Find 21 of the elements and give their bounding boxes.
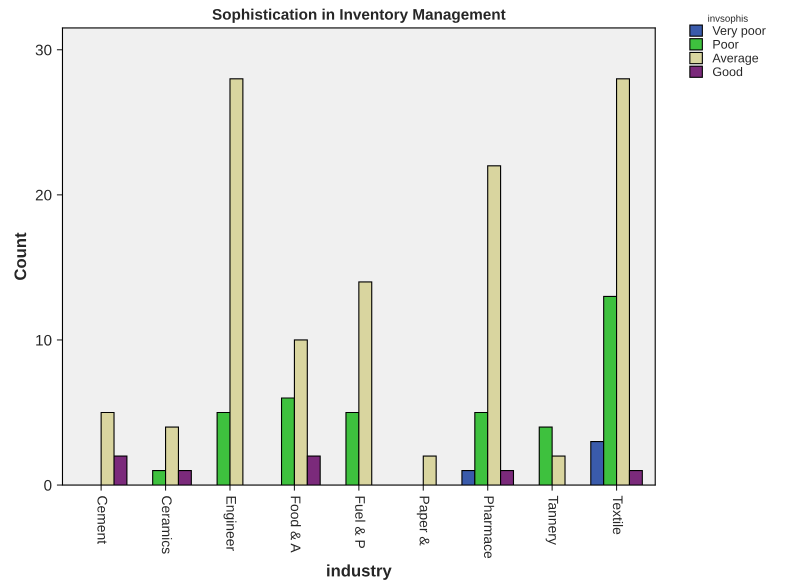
legend-label: Good — [712, 66, 742, 76]
x-tick-label: Tannery — [546, 496, 558, 545]
y-tick-label: 30 — [36, 44, 52, 56]
legend-label: Average — [712, 54, 758, 65]
x-tick-label: Food & A — [290, 496, 301, 553]
x-tick-label: Engineer — [224, 496, 236, 551]
x-tick-label: Paper & — [416, 496, 430, 546]
y-axis-title: Count — [14, 232, 26, 280]
y-tick-label: 0 — [44, 480, 52, 491]
x-tick-label: Cement — [97, 496, 108, 544]
legend-title: invsophis — [708, 14, 748, 24]
legend-label: Poor — [713, 40, 739, 49]
x-tick-label: Ceramics — [162, 496, 172, 554]
x-tick-label: Pharmace — [484, 496, 494, 558]
x-tick-label: Fuel & P — [355, 496, 366, 548]
x-axis-title: industry — [327, 564, 392, 580]
x-tick-label: Textile — [612, 496, 624, 534]
y-tick-label: 20 — [36, 190, 52, 201]
y-tick-label: 10 — [36, 334, 52, 346]
legend-label: Very poor — [712, 26, 766, 38]
chart-title: Sophistication in Inventory Management — [212, 8, 506, 23]
